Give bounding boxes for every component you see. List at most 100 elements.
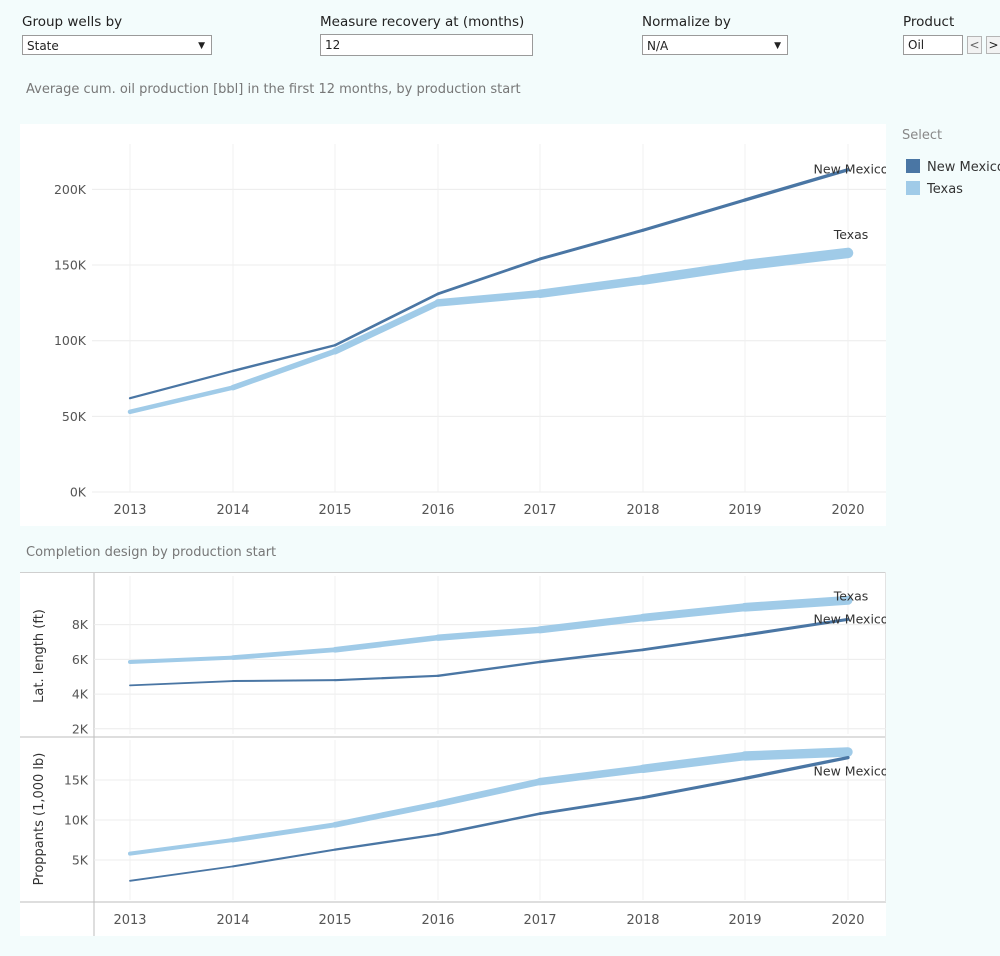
series-segment-new-mexico bbox=[333, 833, 440, 851]
series-segment-new-mexico bbox=[538, 796, 645, 816]
y-tick-label: 100K bbox=[54, 333, 87, 348]
y-tick-label: 15K bbox=[64, 773, 89, 788]
series-end-label: Texas bbox=[833, 227, 869, 242]
series-segment-texas bbox=[127, 385, 236, 415]
series-segment-new-mexico bbox=[231, 344, 337, 373]
y-axis-label: Lat. length (ft) bbox=[32, 609, 47, 703]
series-segment-new-mexico bbox=[129, 865, 234, 882]
series-segment-texas bbox=[639, 603, 749, 622]
x-tick-label: 2015 bbox=[318, 913, 351, 928]
y-tick-label: 2K bbox=[72, 721, 89, 736]
series-segment-texas bbox=[536, 614, 647, 634]
series-segment-new-mexico bbox=[232, 679, 336, 683]
legend-item-texas[interactable]: Texas bbox=[906, 181, 963, 197]
legend-item-label: Texas bbox=[927, 182, 963, 197]
legend-title: Select bbox=[902, 128, 943, 143]
series-segment-texas bbox=[740, 747, 853, 761]
series-segment-texas bbox=[128, 655, 235, 664]
legend-swatch bbox=[906, 181, 920, 195]
product-prev-button[interactable]: < bbox=[967, 36, 982, 54]
top-chart-panel: 0K 50K 100K 150K 200K Texas New Mexico 2013 2014… bbox=[20, 124, 888, 526]
series-segment-new-mexico bbox=[538, 228, 645, 261]
product-label: Product bbox=[903, 14, 955, 30]
series-segment-new-mexico bbox=[641, 776, 747, 800]
group-by-value: State bbox=[27, 39, 59, 53]
series-segment-texas bbox=[332, 801, 441, 828]
normalize-value: N/A bbox=[647, 39, 669, 53]
completion-design-chart: 2K 4K 6K 8K Texas New Mexico Lat. length (ft) 5… bbox=[20, 572, 888, 936]
x-tick-label: 2014 bbox=[216, 913, 249, 928]
series-segment-texas bbox=[331, 299, 442, 355]
x-tick-label: 2019 bbox=[728, 913, 761, 928]
x-tick-label: 2013 bbox=[113, 913, 146, 928]
recovery-label: Measure recovery at (months) bbox=[320, 14, 525, 30]
series-segment-new-mexico bbox=[436, 660, 542, 678]
group-by-select[interactable]: State ▼ bbox=[22, 35, 212, 55]
bottom-chart-title: Completion design by production start bbox=[26, 545, 277, 560]
product-value: Oil bbox=[908, 38, 925, 52]
series-segment-texas bbox=[230, 348, 338, 391]
series-segment-texas bbox=[434, 778, 544, 808]
y-tick-label: 150K bbox=[54, 258, 87, 273]
x-tick-label: 2018 bbox=[626, 913, 659, 928]
series-segment-texas bbox=[535, 275, 648, 299]
series-segment-new-mexico bbox=[436, 812, 542, 836]
series-end-label: Texas bbox=[833, 588, 869, 603]
legend-item-label: New Mexico bbox=[927, 160, 1000, 175]
series-end-label: New Mexico bbox=[814, 764, 886, 779]
y-tick-label: 200K bbox=[54, 182, 87, 197]
chevron-down-icon: ▼ bbox=[198, 41, 205, 51]
series-segment-texas bbox=[740, 595, 853, 612]
product-select[interactable]: Oil bbox=[903, 35, 963, 55]
series-segment-new-mexico bbox=[436, 257, 542, 296]
y-tick-label: 4K bbox=[72, 687, 89, 702]
series-segment-new-mexico bbox=[333, 292, 440, 347]
product-next-button[interactable]: > bbox=[986, 36, 1000, 54]
series-segment-texas bbox=[638, 751, 750, 774]
series-segment-texas bbox=[128, 838, 235, 856]
series-segment-texas bbox=[638, 260, 750, 285]
recovery-input[interactable]: 12 bbox=[320, 34, 533, 56]
normalize-select[interactable]: N/A ▼ bbox=[642, 35, 788, 55]
series-segment-new-mexico bbox=[231, 848, 337, 868]
legend-swatch bbox=[906, 159, 920, 173]
legend-item-new-mexico[interactable]: New Mexico bbox=[906, 159, 1000, 175]
series-segment-new-mexico bbox=[538, 648, 645, 664]
series-segment-new-mexico bbox=[641, 198, 747, 232]
normalize-label: Normalize by bbox=[642, 14, 731, 30]
series-segment-texas bbox=[230, 647, 338, 661]
series-end-label: New Mexico bbox=[814, 611, 886, 626]
x-tick-label: 2020 bbox=[831, 913, 864, 928]
chevron-left-icon: < bbox=[969, 38, 980, 52]
x-tick-label: 2016 bbox=[421, 503, 454, 518]
x-tick-label: 2017 bbox=[523, 913, 556, 928]
series-segment-new-mexico bbox=[743, 755, 850, 781]
chevron-right-icon: > bbox=[988, 38, 999, 52]
y-axis-label: Proppants (1,000 lb) bbox=[32, 753, 47, 886]
y-tick-label: 10K bbox=[64, 813, 89, 828]
series-segment-texas bbox=[332, 634, 441, 653]
series-segment-texas bbox=[434, 626, 544, 641]
y-tick-label: 6K bbox=[72, 652, 89, 667]
bottom-chart-panel: 2K 4K 6K 8K Texas New Mexico Lat. length (ft) 5… bbox=[20, 572, 888, 936]
series-segment-new-mexico bbox=[743, 617, 850, 637]
series-segment-new-mexico bbox=[129, 680, 234, 687]
series-segment-new-mexico bbox=[333, 674, 440, 682]
series-segment-new-mexico bbox=[128, 369, 235, 400]
chevron-down-icon: ▼ bbox=[774, 41, 781, 51]
x-tick-label: 2015 bbox=[318, 503, 351, 518]
y-tick-label: 5K bbox=[72, 853, 89, 868]
series-segment-texas bbox=[739, 247, 854, 271]
series-segment-new-mexico bbox=[641, 633, 747, 652]
series-segment-texas bbox=[536, 765, 647, 786]
x-tick-label: 2020 bbox=[831, 503, 864, 518]
series-end-label: New Mexico bbox=[814, 162, 886, 177]
y-tick-label: 8K bbox=[72, 617, 89, 632]
top-chart-title: Average cum. oil production [bbl] in the… bbox=[26, 82, 521, 97]
recovery-value: 12 bbox=[325, 38, 341, 52]
series-segment-texas bbox=[434, 290, 544, 307]
series-segment-texas bbox=[230, 822, 338, 843]
x-tick-label: 2018 bbox=[626, 503, 659, 518]
y-tick-label: 50K bbox=[62, 409, 87, 424]
x-tick-label: 2016 bbox=[421, 913, 454, 928]
